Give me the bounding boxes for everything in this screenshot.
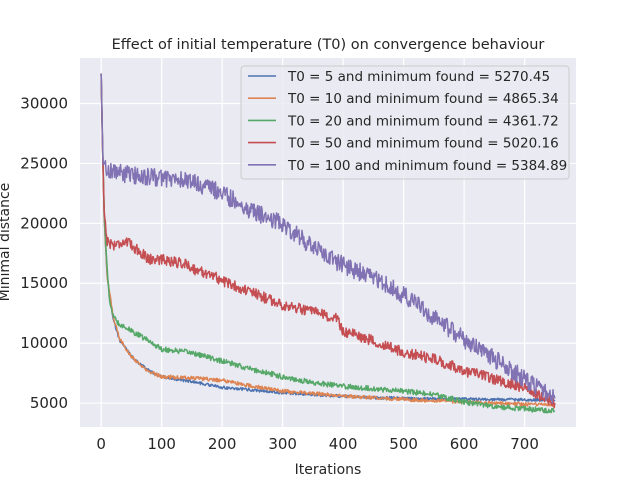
x-tick-label: 400 [329, 435, 358, 453]
x-tick-label: 600 [450, 435, 479, 453]
y-tick-label: 15000 [20, 274, 68, 292]
legend-label: T0 = 10 and minimum found = 4865.34 [287, 91, 559, 107]
series-line [100, 73, 556, 409]
x-tick-label: 0 [96, 435, 106, 453]
x-tick-label: 200 [208, 435, 237, 453]
legend: T0 = 5 and minimum found = 5270.45 T0 = 1… [240, 65, 570, 180]
x-tick-label: 700 [510, 435, 539, 453]
x-axis-title: Iterations [295, 462, 362, 478]
series-line [100, 73, 556, 414]
x-tick-labels: 0 100 200 300 400 500 600 700 [96, 435, 539, 453]
y-axis-title: Minimal distance [0, 183, 13, 302]
x-tick-label: 100 [147, 435, 176, 453]
chart-title: Effect of initial temperature (T0) on co… [112, 37, 545, 53]
y-tick-label: 5000 [30, 394, 68, 412]
y-tick-label: 25000 [20, 154, 68, 172]
y-tick-labels: 5000 10000 15000 20000 25000 30000 [20, 95, 68, 413]
x-tick-label: 300 [268, 435, 297, 453]
legend-label: T0 = 100 and minimum found = 5384.89 [287, 158, 567, 174]
y-tick-label: 20000 [20, 214, 68, 232]
legend-label: T0 = 50 and minimum found = 5020.16 [287, 136, 559, 152]
y-tick-label: 10000 [20, 334, 68, 352]
series-line [100, 73, 556, 404]
series-lines [100, 73, 556, 414]
legend-box [240, 65, 570, 180]
legend-label: T0 = 5 and minimum found = 5270.45 [287, 69, 550, 85]
y-tick-label: 30000 [20, 95, 68, 113]
x-tick-label: 500 [389, 435, 418, 453]
legend-label: T0 = 20 and minimum found = 4361.72 [287, 113, 559, 129]
series-line [100, 73, 556, 402]
